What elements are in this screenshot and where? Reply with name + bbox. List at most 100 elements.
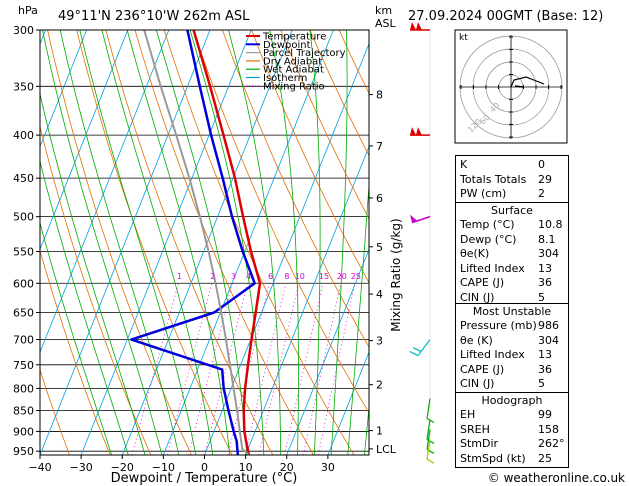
index-row: θe (K) 304 — [460, 334, 564, 349]
background-lines — [0, 30, 629, 455]
index-key: θe(K) — [460, 247, 490, 260]
index-row: StmSpd (kt) 25 — [460, 452, 564, 467]
wind-barb-feather — [412, 347, 422, 353]
pressure-tick-label: 750 — [13, 359, 34, 372]
index-value: 13 — [538, 348, 552, 361]
temperature-tick-label: 20 — [280, 461, 294, 474]
index-row: CAPE (J) 36 — [460, 276, 564, 291]
index-row: θe(K) 304 — [460, 247, 564, 262]
most-unstable-panel: Most Unstable Pressure (mb) 986 θe (K) 304 L… — [455, 303, 569, 393]
pressure-tick-label: 450 — [13, 172, 34, 185]
index-value: 13 — [538, 261, 552, 275]
dry-adiabat-line — [602, 30, 629, 455]
dry-adiabat-line — [222, 30, 369, 348]
mixing-ratio-label: 15 — [319, 272, 329, 281]
isotherm-line — [286, 248, 369, 455]
km-tick-label: 4 — [376, 288, 383, 301]
hodograph-indices-title: Hodograph — [481, 394, 543, 407]
temperature-tick-label: −40 — [28, 461, 51, 474]
series-parcel-trajectory — [143, 30, 250, 455]
km-unit-label: km — [375, 4, 392, 17]
index-row: CAPE (J) 36 — [460, 363, 564, 378]
temperature-tick-label: −30 — [70, 461, 93, 474]
isotherm-line — [204, 42, 369, 455]
dry-adiabat-line — [572, 30, 629, 455]
wet-adiabat-line — [79, 30, 197, 455]
pressure-tick-label: 300 — [13, 24, 34, 37]
wind-barb-staff — [426, 398, 431, 419]
legend-label: Temperature — [262, 32, 326, 43]
pressure-tick-label: 900 — [13, 425, 34, 438]
mixing-ratio-label: 4 — [246, 272, 251, 281]
wind-barb-feather — [409, 351, 419, 357]
wet-adiabat-line — [42, 30, 163, 455]
km-tick-label: 1 — [376, 425, 383, 438]
wet-adiabat-line — [101, 30, 214, 455]
surface-title: Surface — [491, 204, 533, 217]
hpa-unit-label: hPa — [18, 4, 38, 17]
index-key: Totals Totals — [460, 172, 527, 186]
dry-adiabat-line — [105, 30, 274, 455]
index-key: Temp (°C) — [460, 218, 515, 231]
location-title: 49°11'N 236°10'W 262m ASL — [58, 9, 250, 24]
pressure-tick-label: 650 — [13, 307, 34, 320]
pressure-tick-label: 550 — [13, 245, 34, 258]
mixing-ratio-label: 10 — [295, 272, 305, 281]
dry-adiabat-line — [251, 30, 369, 284]
asl-unit-label: ASL — [375, 17, 397, 30]
index-row: StmDir 262° — [460, 437, 565, 452]
mixing-ratio-line — [166, 283, 213, 455]
profile-lines — [130, 30, 262, 455]
wind-barb-staff — [426, 419, 431, 440]
index-value: 2 — [538, 187, 545, 200]
mixing-ratio-label: 25 — [351, 272, 361, 281]
plot-frame — [39, 29, 370, 456]
index-row: Temp (°C) 10.8 — [460, 218, 564, 233]
wind-barb-staff — [417, 339, 431, 356]
x-axis-label: Dewpoint / Temperature (°C) — [111, 471, 298, 486]
axis-ticks: 3003504004505005506006507007508008509009… — [13, 24, 397, 474]
temperature-tick-label: −20 — [111, 461, 134, 474]
index-row: PW (cm) 2 — [460, 187, 564, 202]
legend-label: Mixing Ratio — [263, 81, 325, 92]
wind-barb-flag — [416, 22, 422, 30]
index-key: Pressure (mb) — [460, 319, 537, 332]
mixing-ratio-line — [303, 283, 342, 455]
series-temperature — [192, 30, 262, 455]
isotherm-line — [327, 351, 369, 455]
datetime-label: 27.09.2024 00GMT (Base: 12) — [408, 9, 603, 24]
dry-adiabat-line — [40, 249, 111, 455]
legend-label: Isotherm — [263, 73, 307, 84]
isotherm-line — [0, 30, 4, 455]
mixing-ratio-line — [244, 283, 287, 455]
dry-adiabat-line — [40, 124, 152, 455]
temperature-tick-label: 0 — [201, 461, 208, 474]
wet-adiabat-line — [364, 403, 369, 455]
temperature-tick-label: −10 — [152, 461, 175, 474]
index-row: Totals Totals 29 — [460, 173, 564, 188]
pressure-tick-label: 850 — [13, 405, 34, 418]
index-key: StmSpd (kt) — [460, 451, 526, 465]
index-value: 262° — [538, 437, 565, 450]
legend-label: Dewpoint — [263, 40, 311, 51]
legend-label: Parcel Trajectory — [263, 48, 346, 59]
dry-adiabat-line — [47, 30, 192, 455]
isotherm-line — [40, 30, 170, 354]
legend-label: Dry Adiabat — [263, 56, 322, 67]
pressure-tick-label: 800 — [13, 382, 34, 395]
index-key: SREH — [460, 422, 490, 436]
index-value: 158 — [538, 422, 559, 436]
pressure-tick-label: 950 — [13, 445, 34, 458]
wet-adiabat-line — [40, 159, 129, 455]
dry-adiabat-line — [134, 30, 314, 455]
dry-adiabat-line — [163, 30, 355, 455]
km-tick-label: 8 — [376, 89, 383, 102]
mixing-ratio-label: 8 — [284, 272, 289, 281]
index-value: 0 — [538, 158, 545, 171]
wet-adiabat-line — [126, 30, 231, 455]
mixing-ratio-line — [258, 283, 300, 455]
surface-panel: Surface Temp (°C) 10.8 Dewp (°C) 8.1 θe(K) 30… — [455, 202, 569, 306]
